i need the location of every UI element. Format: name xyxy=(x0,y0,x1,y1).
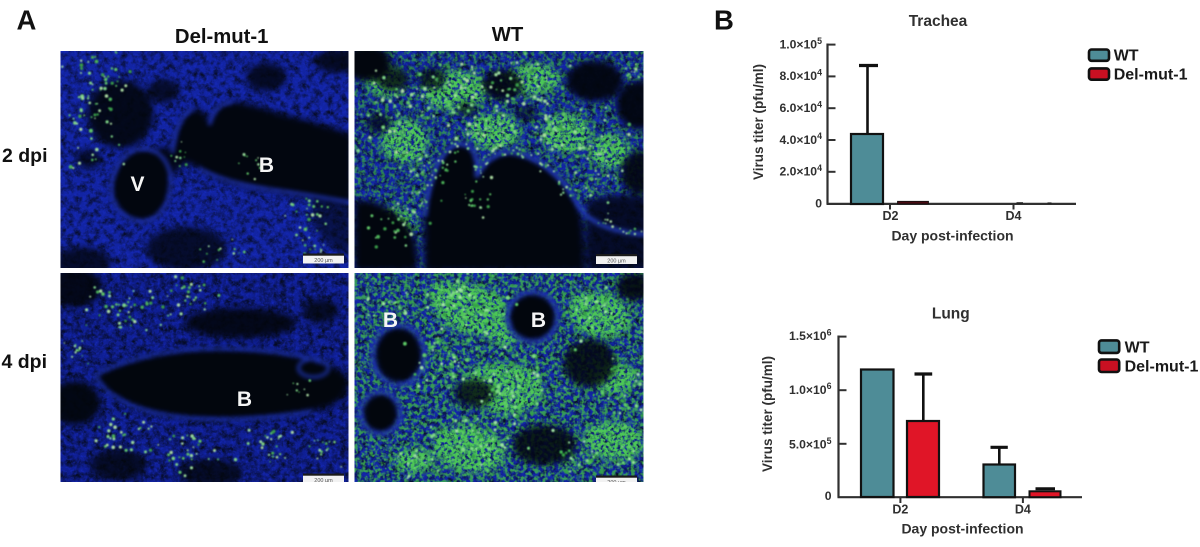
svg-text:B: B xyxy=(237,388,252,411)
svg-text:WT: WT xyxy=(1125,339,1150,356)
svg-text:Del-mut-1: Del-mut-1 xyxy=(1114,67,1188,84)
svg-text:Del-mut-1: Del-mut-1 xyxy=(175,26,269,48)
svg-text:5.0×105: 5.0×105 xyxy=(789,436,832,452)
svg-text:WT: WT xyxy=(1114,47,1139,64)
svg-text:8.0×104: 8.0×104 xyxy=(779,68,822,84)
svg-text:200 µm: 200 µm xyxy=(314,258,333,264)
svg-text:D2: D2 xyxy=(892,503,908,517)
svg-text:B: B xyxy=(259,154,274,177)
svg-text:1.0×106: 1.0×106 xyxy=(789,381,832,397)
svg-text:2 dpi: 2 dpi xyxy=(2,145,48,167)
svg-text:WT: WT xyxy=(492,24,524,46)
svg-text:Trachea: Trachea xyxy=(909,13,968,30)
svg-text:B: B xyxy=(714,5,734,36)
svg-text:B: B xyxy=(531,309,546,332)
svg-text:0: 0 xyxy=(825,489,832,503)
svg-text:Del-mut-1: Del-mut-1 xyxy=(1125,359,1199,376)
svg-text:Day post-infection: Day post-infection xyxy=(891,228,1013,244)
svg-text:A: A xyxy=(17,5,37,36)
svg-text:200 µm: 200 µm xyxy=(607,259,626,265)
svg-text:D4: D4 xyxy=(1015,503,1031,517)
svg-text:D2: D2 xyxy=(883,209,899,223)
svg-text:6.0×104: 6.0×104 xyxy=(779,99,822,115)
svg-text:4 dpi: 4 dpi xyxy=(2,351,48,373)
svg-text:1.0×105: 1.0×105 xyxy=(779,36,822,52)
svg-text:D4: D4 xyxy=(1006,209,1022,223)
svg-text:Virus titer (pfu/ml): Virus titer (pfu/ml) xyxy=(760,356,775,472)
svg-text:B: B xyxy=(383,309,398,332)
svg-text:Virus titer (pfu/ml): Virus titer (pfu/ml) xyxy=(751,64,766,180)
svg-text:200 µm: 200 µm xyxy=(314,478,333,484)
svg-text:Lung: Lung xyxy=(932,306,970,323)
svg-text:1.5×106: 1.5×106 xyxy=(789,327,832,343)
svg-text:Day post-infection: Day post-infection xyxy=(901,521,1023,537)
svg-text:V: V xyxy=(130,173,144,196)
svg-text:2.0×104: 2.0×104 xyxy=(779,163,822,179)
svg-text:0: 0 xyxy=(815,196,822,210)
svg-text:4.0×104: 4.0×104 xyxy=(779,131,822,147)
svg-text:200 µm: 200 µm xyxy=(607,480,626,486)
